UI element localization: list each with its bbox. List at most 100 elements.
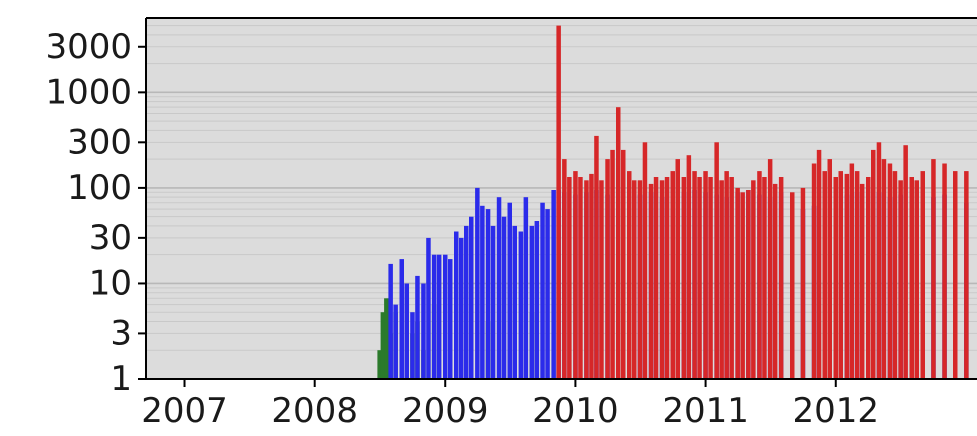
bar-series-2 (421, 283, 426, 379)
bar-series-2 (475, 187, 480, 379)
bar-series-3 (859, 183, 865, 379)
bar-series-3 (849, 163, 855, 379)
bar-series-3 (964, 171, 969, 379)
bar-series-3 (871, 149, 876, 379)
bar-series-3 (876, 142, 882, 379)
bar-series-3 (772, 183, 778, 379)
y-tick-label: 300 (67, 122, 132, 162)
bar-series-3 (594, 135, 599, 379)
bar-series-3 (854, 171, 860, 379)
bar-series-3 (827, 159, 832, 379)
bar-series-2 (410, 312, 415, 379)
bar-series-3 (653, 177, 659, 379)
bar-series-3 (719, 180, 724, 379)
bar-series-3 (605, 159, 610, 379)
bar-series-3 (648, 183, 654, 379)
bar-series-2 (431, 254, 437, 379)
bar-series-2 (534, 221, 540, 379)
bar-series-3 (589, 173, 594, 379)
bar-series-3 (811, 163, 817, 379)
bar-series-1 (384, 298, 389, 379)
bar-series-3 (659, 180, 665, 379)
bar-series-3 (892, 171, 898, 379)
bar-series-2 (436, 254, 442, 379)
bar-series-3 (866, 177, 871, 379)
bar-series-3 (903, 145, 908, 379)
bar-series-3 (621, 149, 626, 379)
bar-series-3 (697, 177, 702, 379)
bar-series-3 (778, 177, 784, 379)
bar-series-3 (816, 149, 822, 379)
bars (377, 25, 969, 379)
y-tick-label: 3 (110, 313, 132, 353)
bar-series-3 (632, 180, 637, 379)
bar-series-2 (393, 304, 398, 379)
bar-series-3 (584, 180, 589, 379)
bar-series-2 (485, 209, 491, 379)
y-tick-label: 1 (110, 359, 132, 399)
y-axis-ticks: 1 3 10 30 100 300 1000 3000 (45, 27, 146, 399)
bar-series-3 (942, 163, 947, 379)
bar-series-3 (767, 159, 773, 379)
bar-series-3 (800, 187, 806, 379)
bar-series-2 (426, 237, 431, 379)
bar-series-3 (838, 171, 843, 379)
bar-series-3 (610, 149, 615, 379)
x-tick-label: 2009 (402, 391, 489, 431)
bar-series-2 (529, 225, 535, 379)
bar-series-3 (881, 159, 887, 379)
y-tick-label: 30 (89, 218, 132, 258)
x-tick-label: 2010 (532, 391, 619, 431)
bar-series-3 (714, 142, 719, 379)
bar-series-3 (729, 177, 734, 379)
bar-series-2 (507, 202, 512, 379)
bar-series-3 (740, 192, 745, 379)
bar-series-1 (377, 350, 382, 379)
bar-series-3 (757, 171, 762, 379)
bar-series-3 (724, 171, 729, 379)
x-tick-label: 2008 (271, 391, 358, 431)
bar-series-3 (664, 177, 670, 379)
bar-series-3 (833, 177, 838, 379)
bar-series-2 (404, 283, 409, 379)
bar-series-2 (448, 259, 453, 379)
bar-series-3 (567, 177, 572, 379)
bar-series-3 (556, 25, 561, 379)
bar-series-3 (708, 177, 713, 379)
bar-series-2 (454, 231, 459, 379)
bar-series-3 (675, 159, 680, 379)
bar-series-3 (746, 190, 751, 379)
bar-series-2 (545, 209, 550, 379)
bar-series-2 (459, 237, 464, 379)
bar-series-3 (822, 171, 827, 379)
bar-series-3 (914, 180, 919, 379)
bar-series-3 (751, 180, 756, 379)
x-tick-label: 2007 (141, 391, 228, 431)
bar-series-3 (642, 142, 648, 379)
bar-series-1 (380, 312, 386, 379)
bar-series-2 (496, 197, 502, 379)
bar-series-3 (887, 163, 893, 379)
x-tick-label: 2012 (793, 391, 880, 431)
x-tick-label: 2011 (662, 391, 749, 431)
bar-series-2 (490, 225, 496, 379)
bar-series-3 (735, 187, 740, 379)
bar-series-3 (686, 155, 692, 379)
y-tick-label: 3000 (45, 27, 132, 67)
bar-series-3 (562, 159, 567, 379)
bar-series-3 (790, 192, 795, 379)
bar-series-2 (540, 202, 545, 379)
x-axis-ticks: 2007 2008 2009 2010 2011 2012 (141, 379, 879, 431)
bar-series-2 (443, 254, 448, 379)
y-tick-label: 100 (67, 168, 132, 208)
y-tick-label: 10 (89, 263, 132, 303)
bar-series-2 (469, 216, 474, 379)
bar-series-3 (909, 177, 914, 379)
bar-series-3 (898, 180, 903, 379)
bar-series-3 (681, 177, 687, 379)
bar-series-3 (599, 180, 604, 379)
bar-series-2 (415, 275, 420, 379)
bar-series-2 (399, 259, 404, 379)
y-tick-label: 1000 (45, 72, 132, 112)
